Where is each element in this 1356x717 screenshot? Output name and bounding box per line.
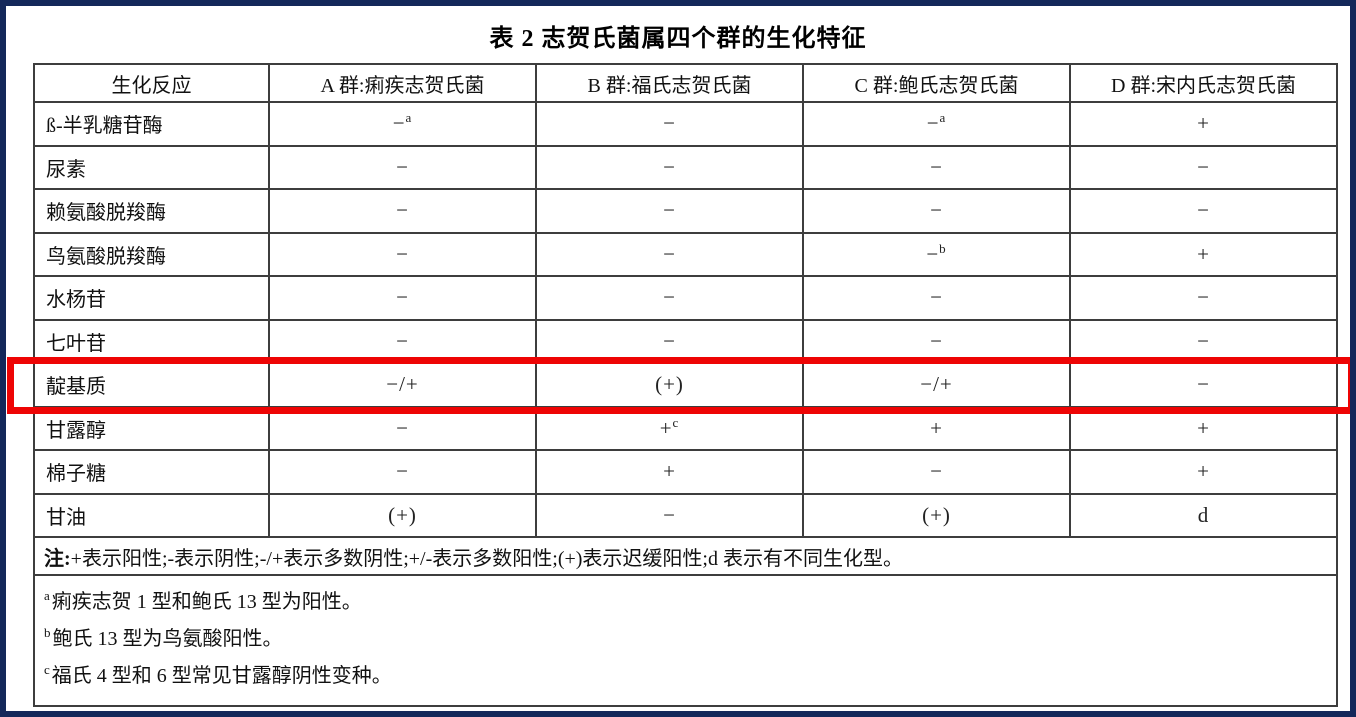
row-label: 七叶苷 — [33, 318, 270, 364]
note-text: +表示阳性;-表示阴性;-/+表示多数阴性;+/-表示多数阳性;(+)表示迟缓阳… — [70, 547, 903, 570]
value-cell: − — [535, 275, 804, 321]
value-cell: −a — [268, 101, 537, 147]
value-cell: (+) — [802, 492, 1071, 538]
footnotes-row: a 痢疾志贺 1 型和鲍氏 13 型为阳性。 b 鲍氏 13 型为鸟氨酸阳性。 c 福氏 … — [33, 574, 1338, 707]
value-cell: − — [1069, 275, 1338, 321]
footnote-line: a 痢疾志贺 1 型和鲍氏 13 型为阳性。 — [44, 588, 362, 613]
value-cell: (+) — [535, 362, 804, 408]
footnote-line: b 鲍氏 13 型为鸟氨酸阳性。 — [44, 625, 283, 650]
table-row: 尿素 − − − − — [33, 144, 1338, 190]
value-cell: −a — [802, 101, 1071, 147]
header-group-c: C 群:鲍氏志贺氏菌 — [802, 63, 1071, 103]
value-cell: − — [535, 492, 804, 538]
value-cell: − — [268, 231, 537, 277]
table-row-highlighted: 靛基质 −/+ (+) −/+ − — [33, 362, 1338, 408]
table-row: 鸟氨酸脱羧酶 − − −b + — [33, 231, 1338, 277]
value-cell: + — [1069, 405, 1338, 451]
value-cell: + — [1069, 101, 1338, 147]
note-cell: 注:+表示阳性;-表示阴性;-/+表示多数阴性;+/-表示多数阳性;(+)表示迟… — [33, 536, 1338, 576]
header-group-a: A 群:痢疾志贺氏菌 — [268, 63, 537, 103]
header-group-d: D 群:宋内氏志贺氏菌 — [1069, 63, 1338, 103]
value-cell: − — [268, 144, 537, 190]
value-cell: − — [802, 318, 1071, 364]
value-cell: −/+ — [268, 362, 537, 408]
row-label: 靛基质 — [33, 362, 270, 408]
note-row: 注:+表示阳性;-表示阴性;-/+表示多数阴性;+/-表示多数阳性;(+)表示迟… — [33, 536, 1338, 576]
value-cell: − — [268, 275, 537, 321]
value-cell: + — [535, 449, 804, 495]
value-cell: d — [1069, 492, 1338, 538]
table-row: 甘露醇 − +c + + — [33, 405, 1338, 451]
value-cell: − — [1069, 362, 1338, 408]
value-cell: + — [802, 405, 1071, 451]
table-row: 水杨苷 − − − − — [33, 275, 1338, 321]
value-cell: (+) — [268, 492, 537, 538]
row-label: 赖氨酸脱羧酶 — [33, 188, 270, 234]
value-cell: − — [535, 318, 804, 364]
value-cell: − — [802, 275, 1071, 321]
value-cell: + — [1069, 231, 1338, 277]
value-cell: − — [268, 449, 537, 495]
value-cell: − — [535, 188, 804, 234]
table-row: 赖氨酸脱羧酶 − − − − — [33, 188, 1338, 234]
row-label: 鸟氨酸脱羧酶 — [33, 231, 270, 277]
value-cell: −b — [802, 231, 1071, 277]
table-row: 甘油 (+) − (+) d — [33, 492, 1338, 538]
value-cell: − — [1069, 144, 1338, 190]
value-cell: − — [802, 449, 1071, 495]
value-cell: − — [535, 101, 804, 147]
table-row: ß-半乳糖苷酶 −a − −a + — [33, 101, 1338, 147]
table-title: 表 2 志贺氏菌属四个群的生化特征 — [489, 26, 867, 52]
value-cell: − — [1069, 318, 1338, 364]
row-label: 水杨苷 — [33, 275, 270, 321]
value-cell: − — [268, 318, 537, 364]
value-cell: − — [268, 405, 537, 451]
header-row: 生化反应 A 群:痢疾志贺氏菌 B 群:福氏志贺氏菌 C 群:鲍氏志贺氏菌 D … — [33, 63, 1338, 103]
row-label: 棉子糖 — [33, 449, 270, 495]
value-cell: − — [535, 231, 804, 277]
header-reaction: 生化反应 — [33, 63, 270, 103]
value-cell: − — [802, 144, 1071, 190]
row-label: 尿素 — [33, 144, 270, 190]
value-cell: − — [1069, 188, 1338, 234]
biochemical-table: 生化反应 A 群:痢疾志贺氏菌 B 群:福氏志贺氏菌 C 群:鲍氏志贺氏菌 D … — [33, 63, 1338, 707]
table-row: 七叶苷 − − − − — [33, 318, 1338, 364]
value-cell: −/+ — [802, 362, 1071, 408]
note-prefix: 注: — [44, 547, 71, 570]
value-cell: − — [535, 144, 804, 190]
value-cell: +c — [535, 405, 804, 451]
header-group-b: B 群:福氏志贺氏菌 — [535, 63, 804, 103]
row-label: 甘油 — [33, 492, 270, 538]
row-label: ß-半乳糖苷酶 — [33, 101, 270, 147]
row-label: 甘露醇 — [33, 405, 270, 451]
value-cell: − — [268, 188, 537, 234]
footnote-line: c 福氏 4 型和 6 型常见甘露醇阴性变种。 — [44, 662, 392, 687]
value-cell: + — [1069, 449, 1338, 495]
footnotes-cell: a 痢疾志贺 1 型和鲍氏 13 型为阳性。 b 鲍氏 13 型为鸟氨酸阳性。 c 福氏 … — [33, 574, 1338, 707]
table-row: 棉子糖 − + − + — [33, 449, 1338, 495]
value-cell: − — [802, 188, 1071, 234]
